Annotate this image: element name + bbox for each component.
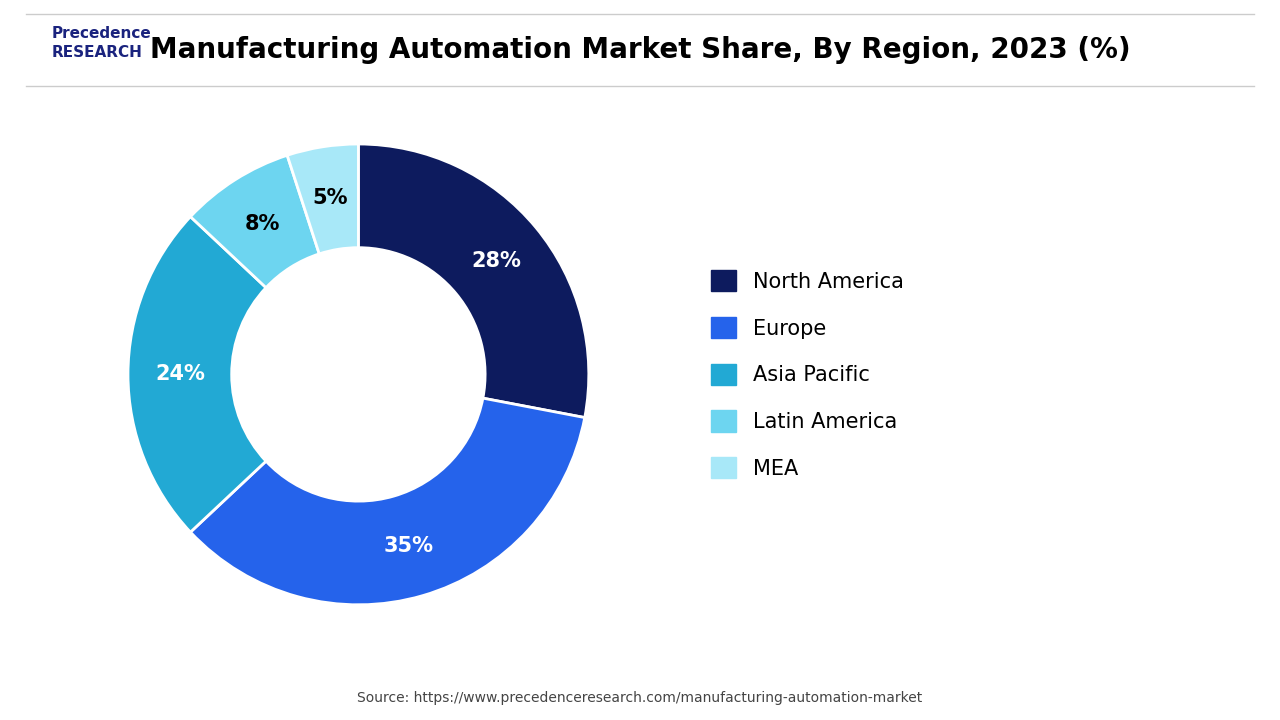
Legend: North America, Europe, Asia Pacific, Latin America, MEA: North America, Europe, Asia Pacific, Lat… <box>703 262 913 487</box>
Wedge shape <box>287 144 358 254</box>
Wedge shape <box>191 398 585 605</box>
Wedge shape <box>358 144 589 418</box>
Text: Manufacturing Automation Market Share, By Region, 2023 (%): Manufacturing Automation Market Share, B… <box>150 37 1130 64</box>
Text: Precedence
RESEARCH: Precedence RESEARCH <box>51 27 151 60</box>
Text: 35%: 35% <box>383 536 433 556</box>
Wedge shape <box>191 156 319 288</box>
Text: 28%: 28% <box>471 251 521 271</box>
Wedge shape <box>128 217 266 532</box>
Text: 8%: 8% <box>244 214 280 233</box>
Text: 5%: 5% <box>312 188 348 208</box>
Text: Source: https://www.precedenceresearch.com/manufacturing-automation-market: Source: https://www.precedenceresearch.c… <box>357 691 923 706</box>
Text: 24%: 24% <box>155 364 205 384</box>
